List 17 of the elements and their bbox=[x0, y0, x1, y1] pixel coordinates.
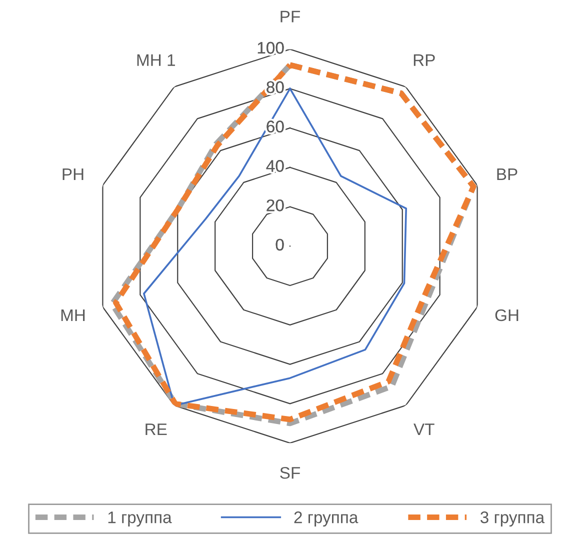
y-tick-label: 100 bbox=[258, 42, 284, 54]
spoke-label: GH bbox=[495, 309, 518, 322]
y-tick-label: 20 bbox=[266, 199, 284, 212]
spoke-label: MH bbox=[61, 310, 85, 321]
spoke-label: MH 1 bbox=[137, 54, 175, 66]
spoke-label: RE bbox=[146, 424, 167, 436]
y-tick-label: 0 bbox=[276, 238, 284, 251]
y-tick-label: 40 bbox=[266, 160, 284, 172]
legend-label: 1 группа bbox=[108, 512, 172, 527]
spoke-label: BP bbox=[497, 168, 518, 180]
spoke-label: RP bbox=[414, 54, 435, 66]
spoke-label: PF bbox=[280, 10, 300, 22]
spoke-label: PH bbox=[62, 168, 84, 180]
spoke-label: VT bbox=[414, 424, 434, 436]
spoke-label: SF bbox=[280, 466, 300, 479]
legend-label: 2 группа bbox=[294, 511, 358, 527]
legend-label: 3 группа bbox=[480, 511, 545, 527]
